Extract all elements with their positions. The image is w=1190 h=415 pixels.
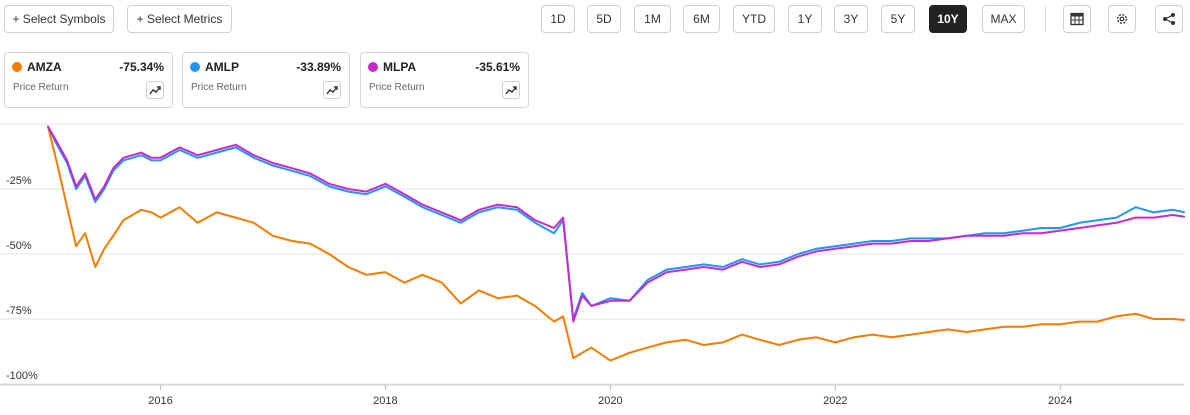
legend-card-amza[interactable]: AMZA -75.34% Price Return: [4, 52, 173, 108]
y-tick-label: -75%: [6, 305, 32, 317]
price-return-chart[interactable]: -25% -50% -75% -100% 2016 2018 2020 2022 2024: [0, 118, 1190, 415]
series-color-dot: [12, 62, 22, 72]
range-max-button[interactable]: MAX: [982, 5, 1025, 33]
card-metric: Price Return: [191, 82, 247, 93]
settings-button[interactable]: [1108, 5, 1136, 33]
toolbar-separator: [1045, 6, 1046, 32]
card-metric: Price Return: [369, 82, 425, 93]
card-change: -75.34%: [119, 60, 164, 74]
card-change: -33.89%: [296, 60, 341, 74]
table-icon: [1070, 12, 1084, 26]
trend-icon: [505, 86, 517, 95]
range-1m-button[interactable]: 1M: [634, 5, 671, 33]
y-tick-label: -50%: [6, 240, 32, 252]
series-line-amlp: [47, 125, 1185, 320]
range-10y-button[interactable]: 10Y: [929, 5, 967, 33]
y-tick-label: -100%: [6, 370, 38, 382]
x-tick-label: 2022: [823, 395, 847, 407]
trend-button[interactable]: [502, 81, 520, 99]
trend-button[interactable]: [146, 81, 164, 99]
x-tick-label: 2018: [373, 395, 397, 407]
range-ytd-button[interactable]: YTD: [733, 5, 775, 33]
select-symbols-button[interactable]: + Select Symbols: [4, 5, 114, 33]
series-color-dot: [368, 62, 378, 72]
series-line-mlpa: [47, 125, 1185, 323]
share-button[interactable]: [1155, 5, 1183, 33]
gear-icon: [1116, 13, 1128, 25]
range-6m-button[interactable]: 6M: [683, 5, 720, 33]
series-color-dot: [190, 62, 200, 72]
table-view-button[interactable]: [1063, 5, 1091, 33]
range-3y-button[interactable]: 3Y: [834, 5, 868, 33]
trend-button[interactable]: [323, 81, 341, 99]
range-1y-button[interactable]: 1Y: [788, 5, 822, 33]
trend-icon: [326, 86, 338, 95]
card-symbol: MLPA: [383, 60, 417, 74]
x-tick-label: 2020: [598, 395, 622, 407]
series-line-amza: [47, 125, 1185, 362]
trend-icon: [149, 86, 161, 95]
legend-card-mlpa[interactable]: MLPA -35.61% Price Return: [360, 52, 529, 108]
card-change: -35.61%: [475, 60, 520, 74]
x-tick-label: 2024: [1048, 395, 1072, 407]
card-metric: Price Return: [13, 82, 69, 93]
range-1d-button[interactable]: 1D: [541, 5, 575, 33]
card-symbol: AMZA: [27, 60, 62, 74]
range-5d-button[interactable]: 5D: [587, 5, 621, 33]
share-icon: [1163, 13, 1175, 25]
x-tick-label: 2016: [148, 395, 172, 407]
legend-card-amlp[interactable]: AMLP -33.89% Price Return: [182, 52, 350, 108]
card-symbol: AMLP: [205, 60, 239, 74]
range-5y-button[interactable]: 5Y: [881, 5, 915, 33]
y-tick-label: -25%: [6, 175, 32, 187]
select-metrics-button[interactable]: + Select Metrics: [127, 5, 232, 33]
